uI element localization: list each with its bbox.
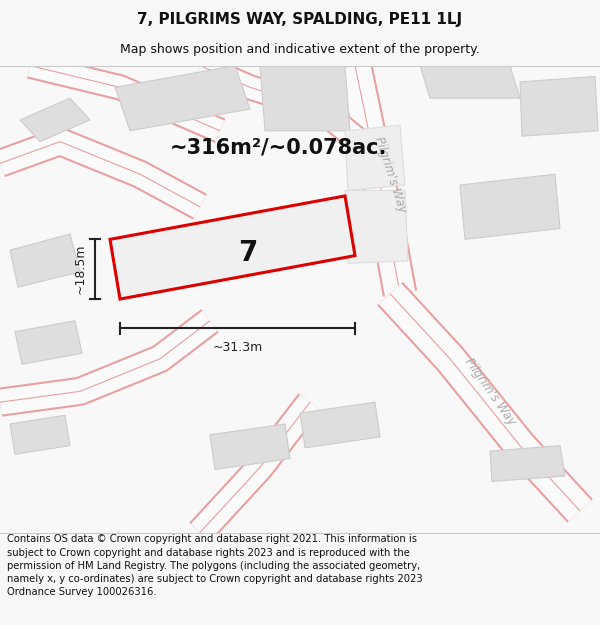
Polygon shape <box>345 191 408 263</box>
Text: Pilgrim's Way: Pilgrim's Way <box>371 134 409 214</box>
Polygon shape <box>0 66 600 532</box>
Text: 7: 7 <box>238 239 257 267</box>
Polygon shape <box>490 446 565 481</box>
Polygon shape <box>420 66 520 98</box>
Text: 7, PILGRIMS WAY, SPALDING, PE11 1LJ: 7, PILGRIMS WAY, SPALDING, PE11 1LJ <box>137 12 463 27</box>
Polygon shape <box>345 126 405 191</box>
Text: ~18.5m: ~18.5m <box>74 244 87 294</box>
Text: Map shows position and indicative extent of the property.: Map shows position and indicative extent… <box>120 42 480 56</box>
Polygon shape <box>210 424 290 469</box>
Polygon shape <box>10 234 80 287</box>
Polygon shape <box>10 415 70 454</box>
Polygon shape <box>15 321 82 364</box>
Polygon shape <box>520 76 598 136</box>
Text: Contains OS data © Crown copyright and database right 2021. This information is
: Contains OS data © Crown copyright and d… <box>7 534 423 597</box>
Polygon shape <box>20 98 90 142</box>
Polygon shape <box>110 196 355 299</box>
Polygon shape <box>460 174 560 239</box>
Text: Pilgrim's Way: Pilgrim's Way <box>462 355 518 428</box>
Text: ~316m²/~0.078ac.: ~316m²/~0.078ac. <box>170 137 388 157</box>
Polygon shape <box>300 402 380 448</box>
Polygon shape <box>260 66 350 131</box>
Polygon shape <box>115 66 250 131</box>
Text: ~31.3m: ~31.3m <box>212 341 263 354</box>
